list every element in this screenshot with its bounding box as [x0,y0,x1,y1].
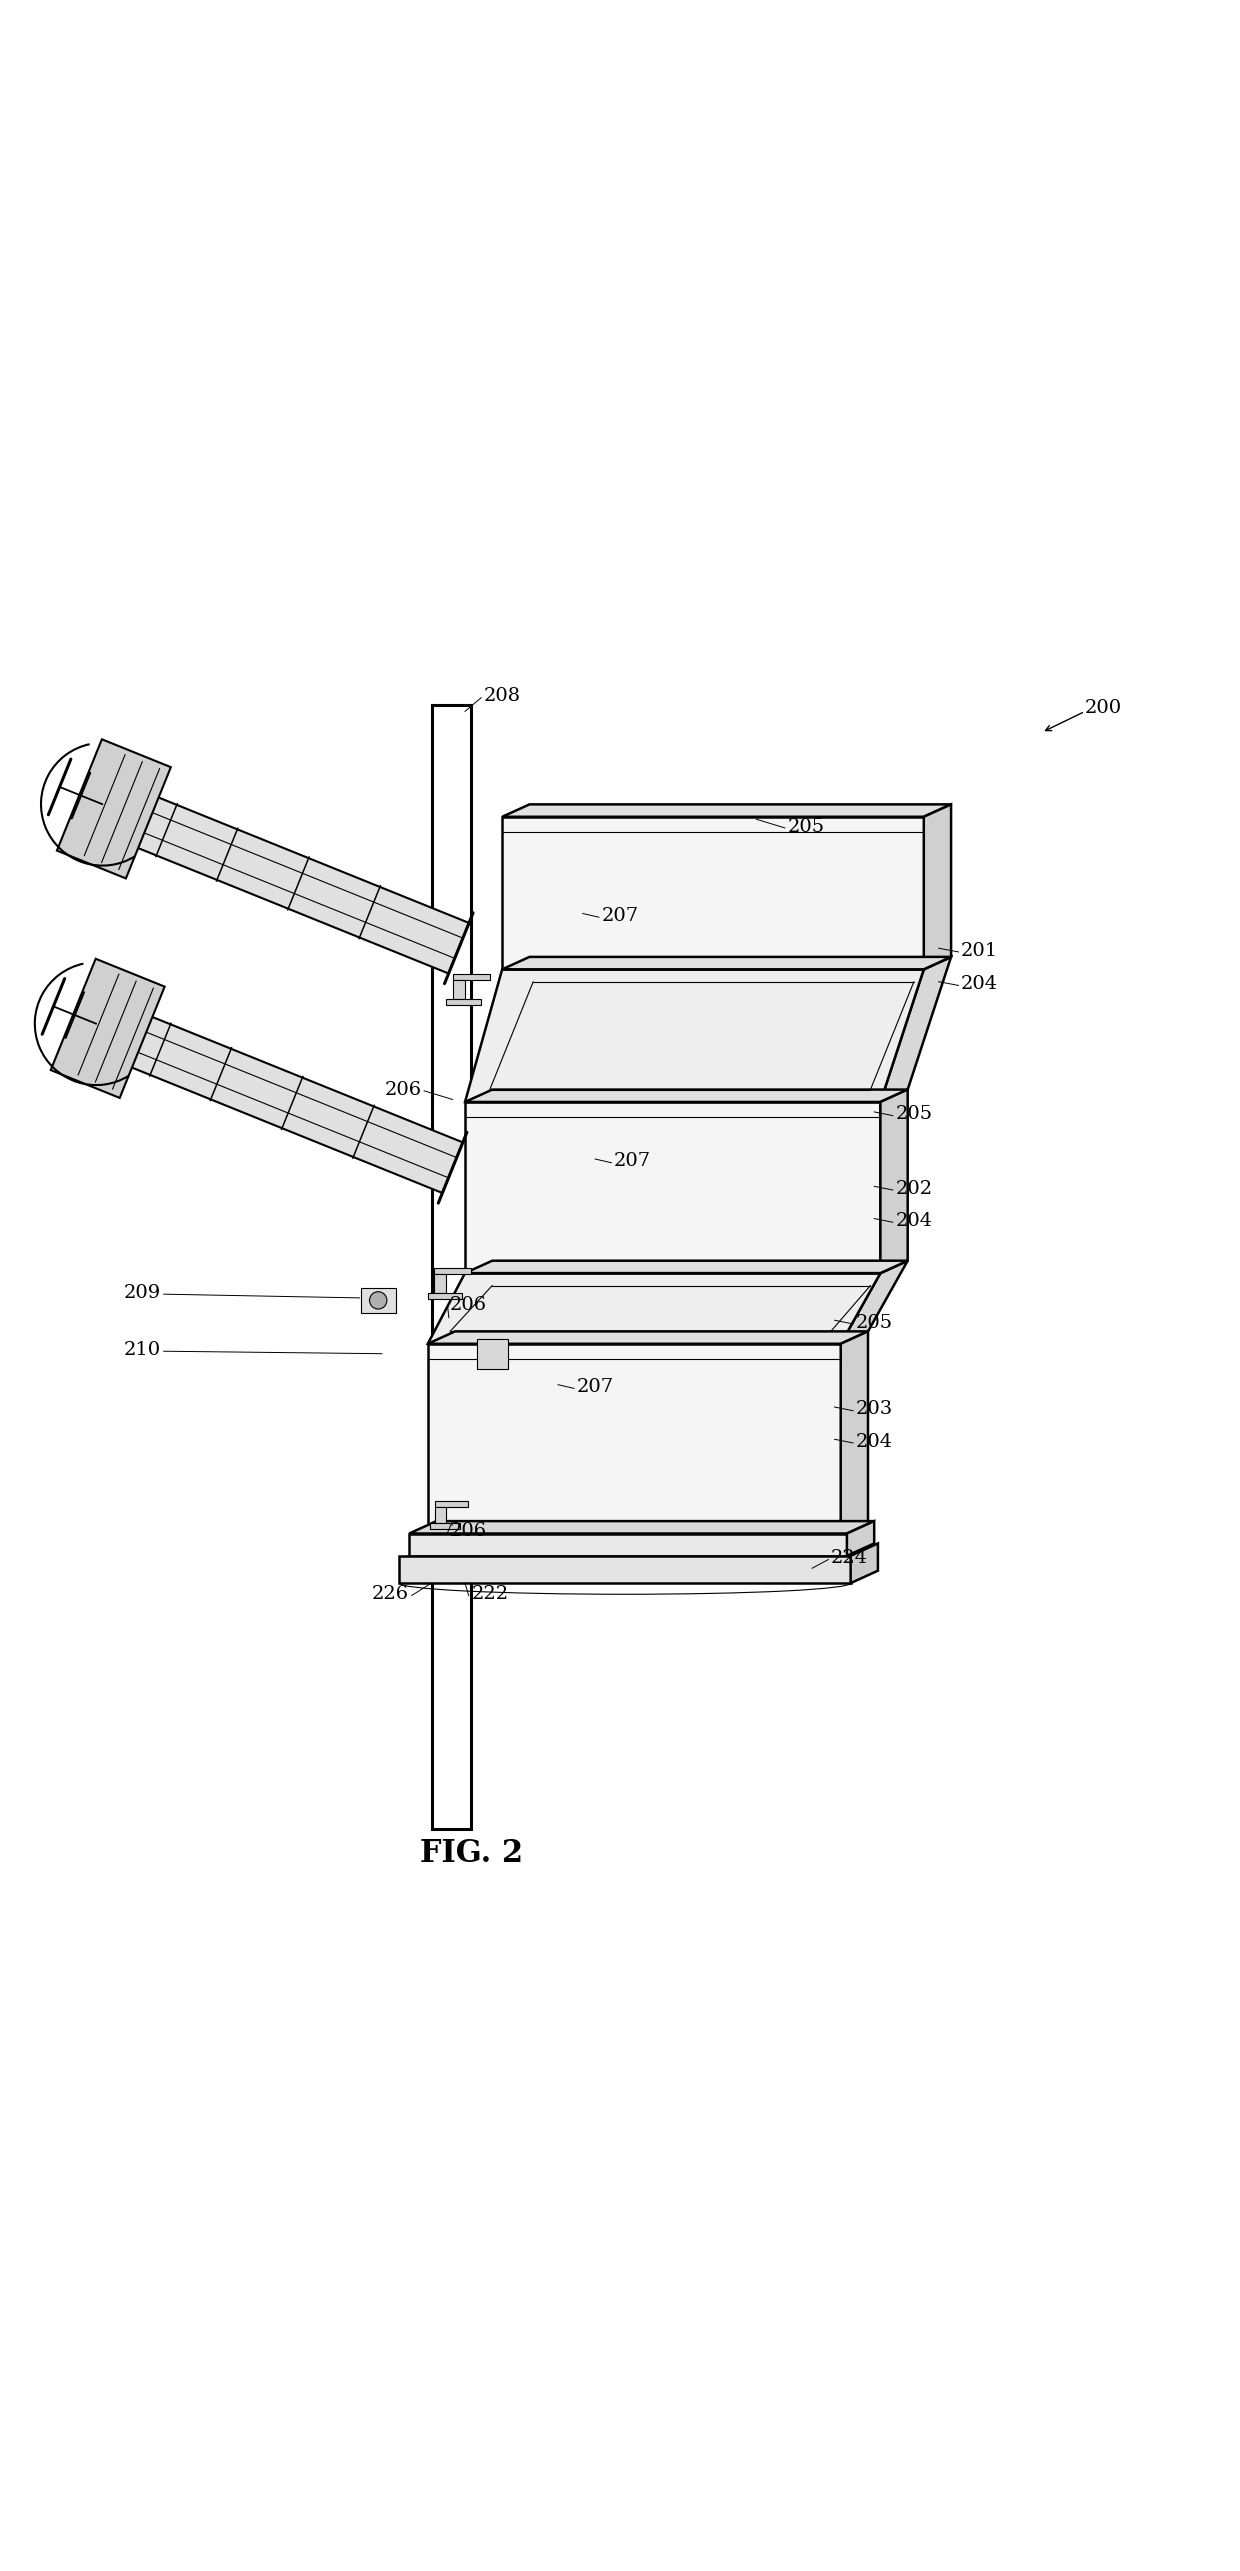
Polygon shape [92,779,469,974]
Text: 202: 202 [895,1180,932,1198]
Text: 206: 206 [450,1296,487,1314]
Text: 200: 200 [1085,699,1122,717]
Polygon shape [880,956,951,1103]
Text: 208: 208 [484,686,521,704]
Polygon shape [465,969,924,1103]
Polygon shape [435,1507,446,1522]
Polygon shape [841,1332,868,1532]
Text: 203: 203 [856,1401,893,1419]
Text: 204: 204 [961,974,998,992]
Polygon shape [502,805,951,818]
Polygon shape [465,1103,880,1273]
Text: 206: 206 [384,1080,422,1098]
Text: 210: 210 [124,1342,161,1360]
Polygon shape [428,1345,841,1532]
Text: 204: 204 [895,1211,932,1229]
Polygon shape [446,998,481,1005]
Polygon shape [465,1090,908,1103]
Polygon shape [851,1543,878,1584]
Polygon shape [432,704,471,1828]
Polygon shape [428,1273,880,1345]
Polygon shape [434,1268,471,1275]
Text: 207: 207 [614,1152,651,1170]
Text: 207: 207 [577,1378,614,1396]
Polygon shape [86,998,463,1193]
Polygon shape [430,1522,460,1530]
Text: 205: 205 [856,1314,893,1332]
Polygon shape [502,818,924,969]
Polygon shape [409,1522,874,1532]
Text: 201: 201 [961,941,998,959]
Text: FIG. 2: FIG. 2 [419,1838,523,1869]
Text: 205: 205 [895,1106,932,1124]
Circle shape [370,1291,387,1309]
Polygon shape [465,1260,908,1273]
Polygon shape [409,1532,847,1555]
Polygon shape [57,740,171,879]
Polygon shape [361,1288,396,1314]
Text: 222: 222 [471,1586,508,1604]
Polygon shape [502,956,951,969]
Text: 206: 206 [450,1522,487,1540]
Text: 226: 226 [372,1586,409,1604]
Text: 204: 204 [856,1432,893,1450]
Polygon shape [924,805,951,969]
Text: 207: 207 [601,908,639,926]
Polygon shape [428,1332,868,1345]
Polygon shape [399,1555,851,1584]
Polygon shape [880,1090,908,1273]
Polygon shape [51,959,165,1098]
Polygon shape [435,1501,469,1507]
Polygon shape [453,980,465,998]
Polygon shape [847,1522,874,1555]
Polygon shape [434,1275,446,1293]
Text: 205: 205 [787,818,825,836]
Text: 209: 209 [124,1283,161,1301]
Polygon shape [841,1260,908,1345]
Polygon shape [477,1339,508,1368]
Polygon shape [428,1293,461,1298]
Polygon shape [453,974,490,980]
Text: 224: 224 [831,1550,868,1568]
